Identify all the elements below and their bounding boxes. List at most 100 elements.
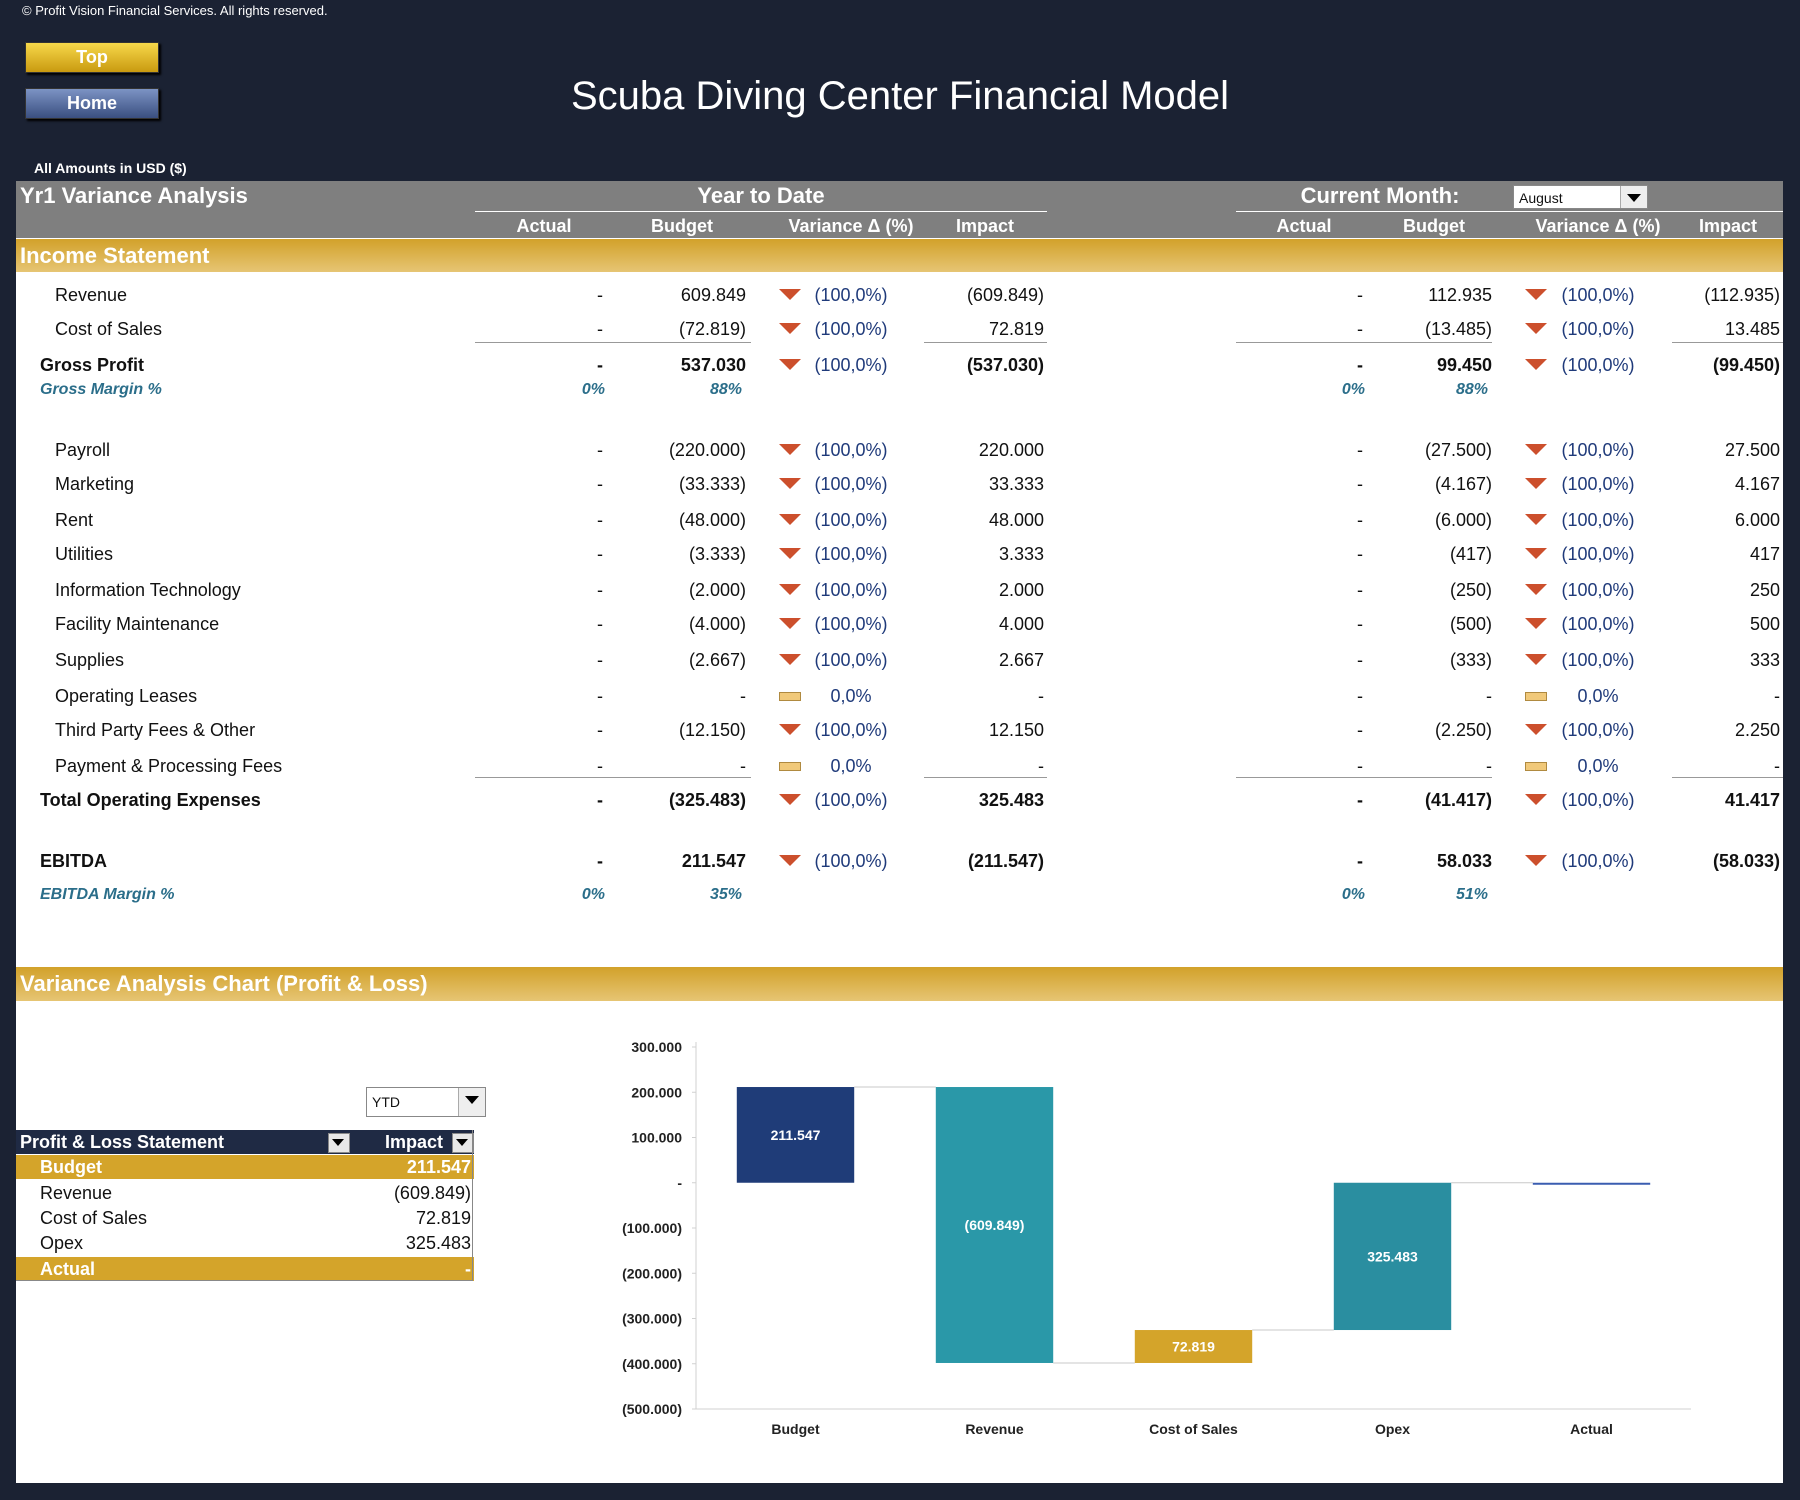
impact-cell: 2.667 (998, 650, 1044, 670)
budget-cell: (220.000) (668, 440, 746, 460)
actual-cell: - (1357, 614, 1363, 634)
margin-budget: 51% (1455, 886, 1488, 903)
row-label: Cost of Sales (55, 319, 163, 339)
budget-cell: (27.500) (1424, 440, 1492, 460)
impact-cell: 3.333 (998, 544, 1044, 564)
impact-cell: 4.000 (998, 614, 1044, 634)
variance-cell: (100,0%) (814, 614, 888, 634)
actual-cell: - (597, 510, 603, 530)
variance-cell: (100,0%) (1561, 474, 1635, 494)
impact-cell: 500 (1749, 614, 1780, 634)
actual-cell: - (597, 474, 603, 494)
subtotal-line (1672, 342, 1783, 343)
pl-row-impact: 72.819 (415, 1208, 471, 1228)
actual-cell: - (1357, 355, 1363, 375)
bar (935, 1087, 1054, 1363)
budget-cell: - (1486, 686, 1492, 706)
budget-cell: 99.450 (1436, 355, 1492, 375)
budget-cell: (2.667) (688, 650, 746, 670)
variance-cell: (100,0%) (1561, 580, 1635, 600)
budget-cell: (4.167) (1434, 474, 1492, 494)
column-heading: Budget (1403, 216, 1465, 236)
pl-row-bg (16, 1257, 474, 1281)
actual-cell: - (1357, 851, 1363, 871)
section-title: Income Statement (20, 243, 210, 268)
budget-cell: (12.150) (678, 720, 746, 740)
budget-cell: 112.935 (1428, 285, 1492, 305)
impact-cell: 27.500 (1724, 440, 1780, 460)
top-button[interactable]: Top (25, 42, 159, 73)
flat-indicator (779, 762, 801, 771)
variance-cell: (100,0%) (814, 510, 888, 530)
y-tick-label: 100.000 (631, 1130, 682, 1146)
actual-cell: - (597, 580, 603, 600)
budget-cell: (41.417) (1424, 790, 1492, 810)
pl-row-label: Revenue (40, 1183, 113, 1203)
down-indicator (1525, 654, 1547, 665)
actual-cell: - (597, 319, 603, 339)
actual-cell: - (1357, 440, 1363, 460)
margin-actual: 0% (1341, 381, 1365, 398)
y-tick-label: 200.000 (631, 1084, 682, 1100)
variance-cell: (100,0%) (814, 440, 888, 460)
variance-cell: (100,0%) (1561, 440, 1635, 460)
actual-cell: - (597, 285, 603, 305)
impact-cell: 33.333 (988, 474, 1044, 494)
value-label: 325.483 (1367, 1248, 1418, 1264)
variance-cell: (100,0%) (814, 720, 888, 740)
actual-cell: - (1357, 510, 1363, 530)
dropdown-arrow[interactable] (458, 1088, 485, 1116)
budget-cell: (3.333) (688, 544, 746, 564)
actual-cell: - (1357, 756, 1363, 776)
row-label: Gross Margin % (40, 381, 162, 398)
actual-cell: - (597, 851, 603, 871)
down-indicator (779, 584, 801, 595)
budget-cell: (2.250) (1434, 720, 1492, 740)
value-label: 72.819 (1172, 1339, 1215, 1355)
y-tick-label: 300.000 (631, 1039, 682, 1055)
subtotal-line (1236, 777, 1492, 778)
down-indicator (1525, 855, 1547, 866)
actual-cell: - (597, 790, 603, 810)
budget-cell: (250) (1449, 580, 1492, 600)
row-label: EBITDA Margin % (40, 886, 175, 903)
down-indicator (779, 654, 801, 665)
actual-cell: - (1357, 319, 1363, 339)
actual-cell: - (597, 756, 603, 776)
page-title: Scuba Diving Center Financial Model (570, 74, 1230, 118)
down-indicator (779, 794, 801, 805)
down-indicator (779, 618, 801, 629)
variance-cell: 0,0% (830, 686, 872, 706)
variance-cell: 0,0% (1577, 756, 1619, 776)
actual-cell: - (1357, 686, 1363, 706)
subtotal-line (475, 342, 751, 343)
budget-cell: 58.033 (1436, 851, 1492, 871)
down-indicator (779, 514, 801, 525)
column-heading: Impact (955, 216, 1015, 236)
home-button[interactable]: Home (25, 88, 159, 119)
margin-actual: 0% (1341, 886, 1365, 903)
actual-cell: - (1357, 790, 1363, 810)
budget-cell: (325.483) (668, 790, 746, 810)
down-indicator (1525, 724, 1547, 735)
actual-cell: - (1357, 544, 1363, 564)
flat-indicator (779, 692, 801, 701)
impact-cell: - (1774, 756, 1780, 776)
dropdown-arrow[interactable] (1620, 186, 1647, 208)
chart-section-title: Variance Analysis Chart (Profit & Loss) (20, 971, 428, 996)
budget-cell: (48.000) (678, 510, 746, 530)
header-band (16, 181, 1783, 238)
column-heading: Actual (516, 216, 572, 236)
filter-arrow (332, 1139, 344, 1146)
impact-cell: - (1038, 686, 1044, 706)
variance-cell: (100,0%) (1561, 851, 1635, 871)
subtotal-line (924, 342, 1047, 343)
budget-cell: (500) (1449, 614, 1492, 634)
period-dropdown[interactable]: YTD (366, 1087, 486, 1117)
budget-cell: - (740, 686, 746, 706)
variance-cell: (100,0%) (1561, 650, 1635, 670)
row-label: Rent (55, 510, 94, 530)
down-indicator (779, 548, 801, 559)
month-dropdown[interactable]: August (1513, 185, 1648, 209)
row-label: EBITDA (40, 851, 107, 871)
